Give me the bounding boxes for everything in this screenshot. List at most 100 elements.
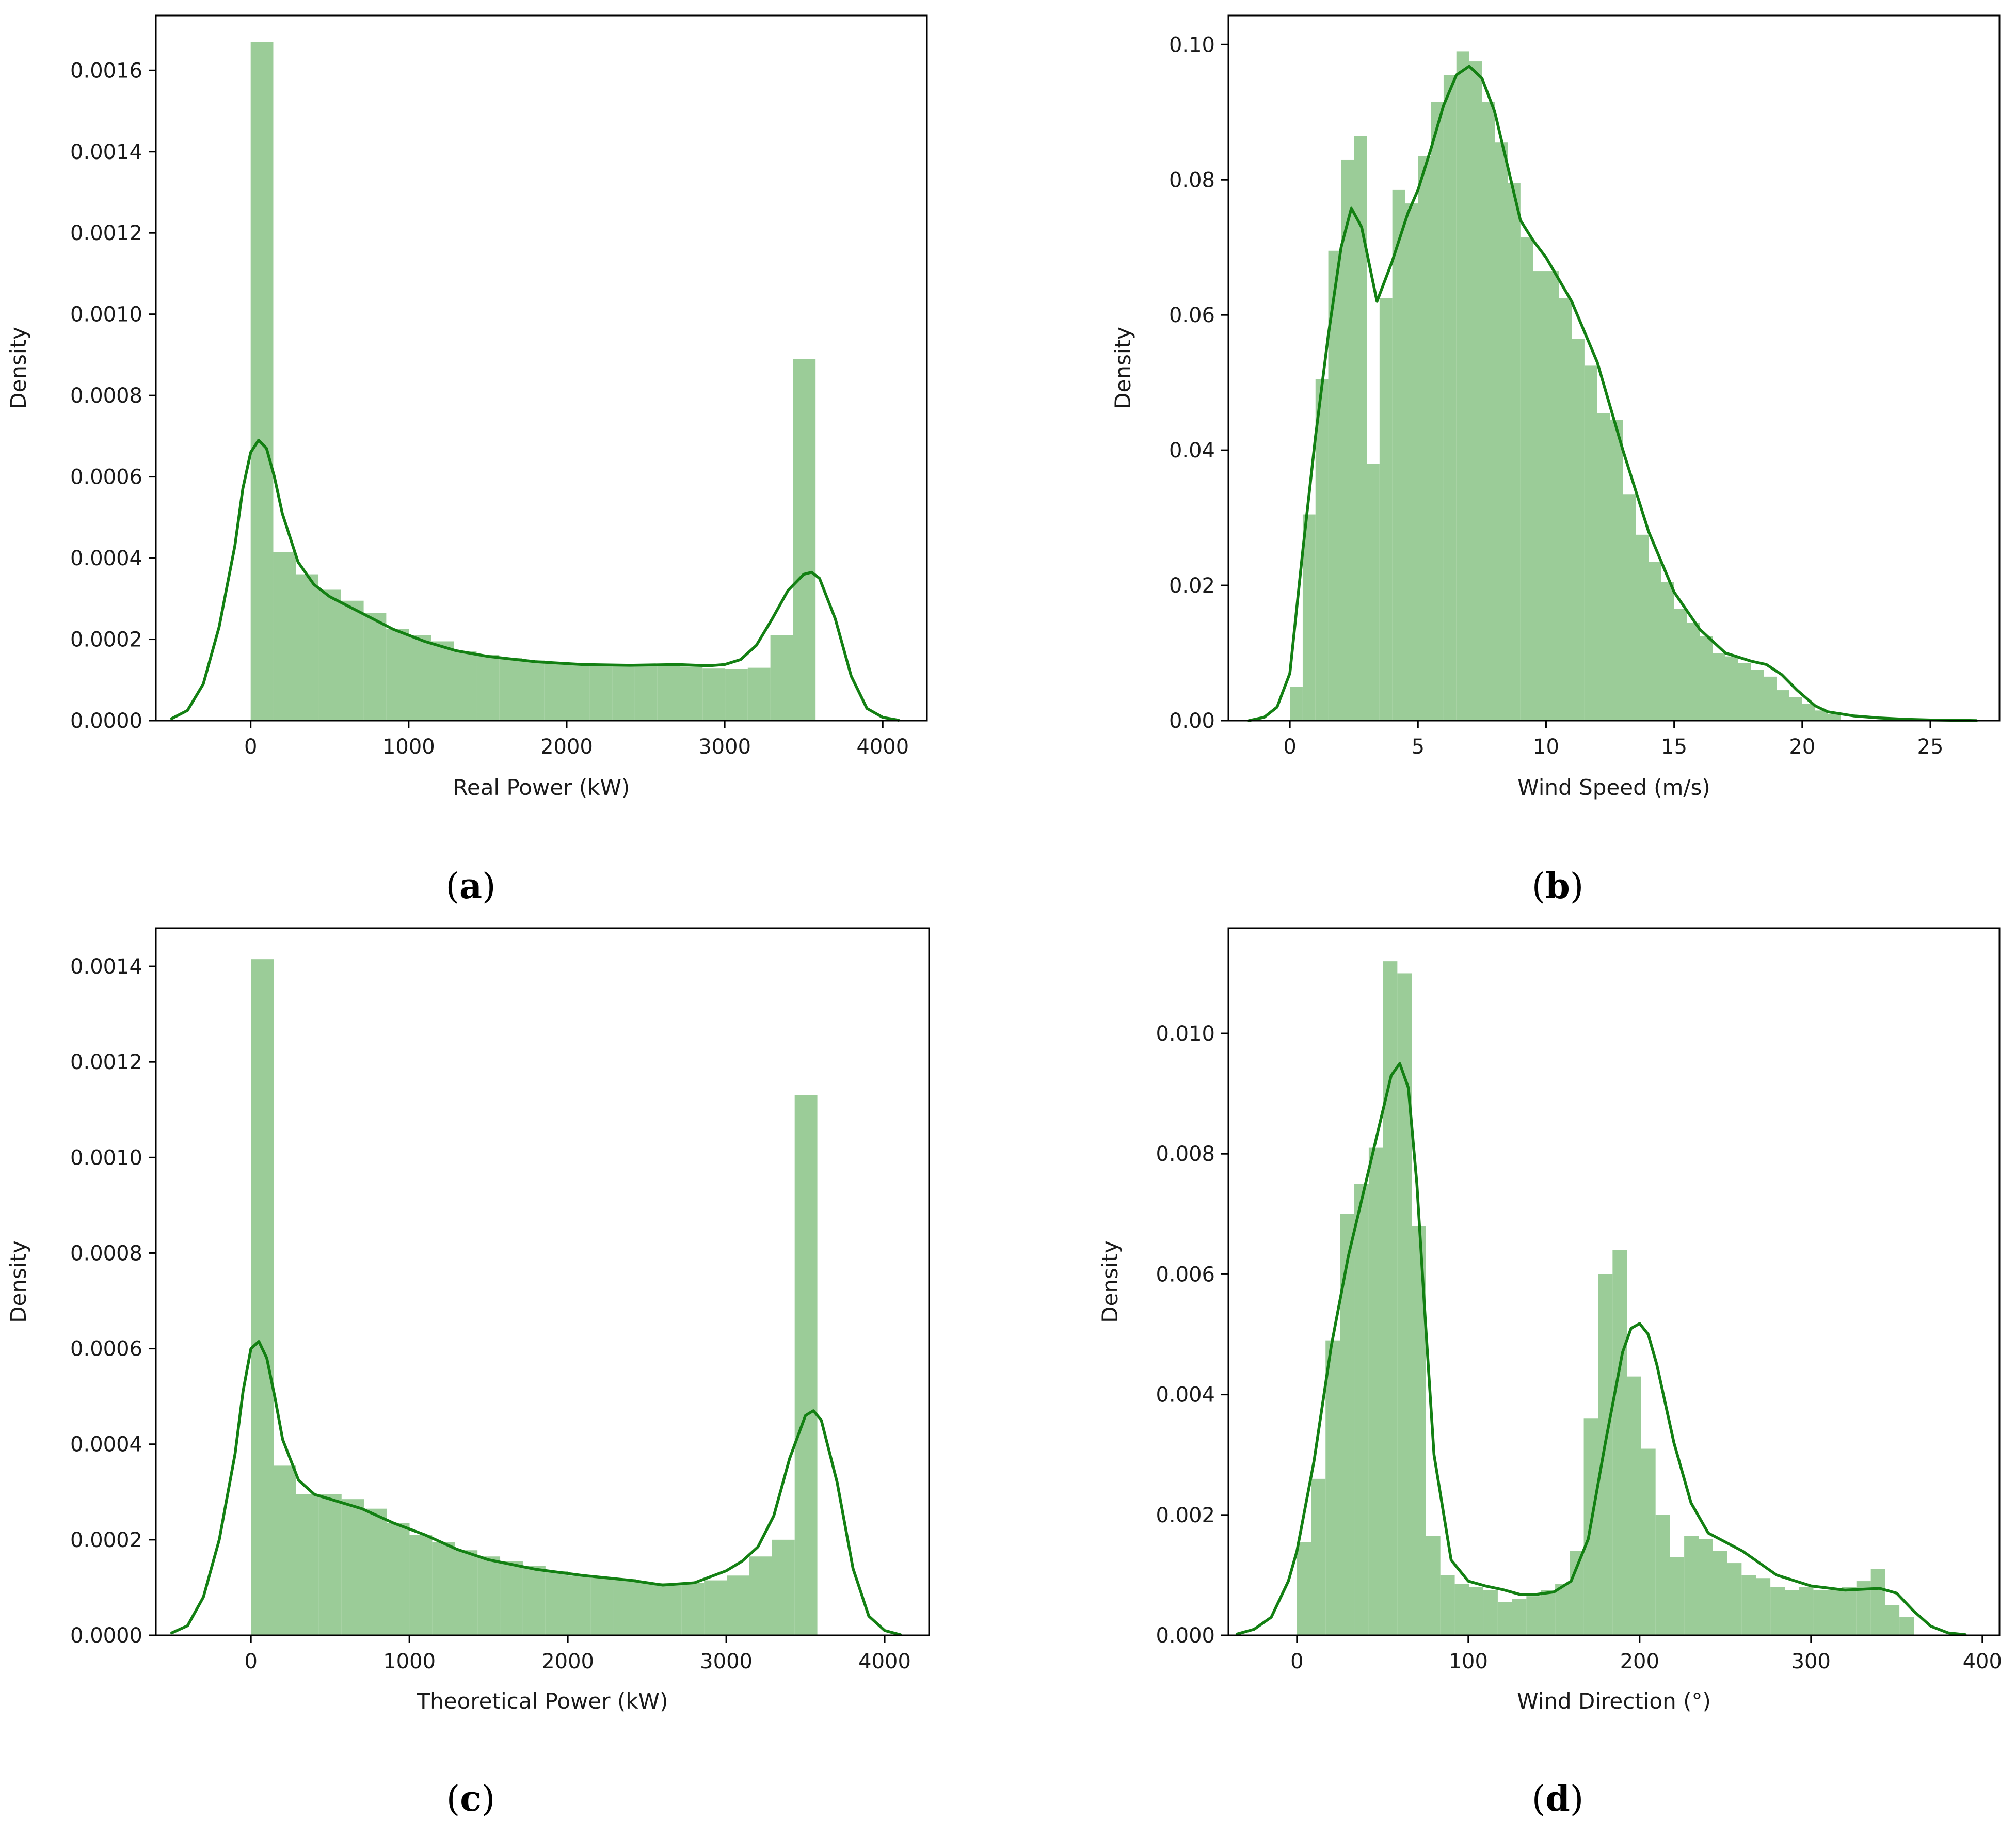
histogram-bar xyxy=(1559,298,1572,721)
histogram-bar xyxy=(1495,142,1508,721)
histogram-bar xyxy=(1870,1569,1885,1635)
histogram-bar xyxy=(727,1575,749,1635)
x-tick-label: 10 xyxy=(1533,735,1559,759)
y-tick-label: 0.0014 xyxy=(70,140,142,164)
x-tick-label: 5 xyxy=(1412,735,1425,759)
histogram-bar xyxy=(274,1465,296,1635)
y-tick-label: 0.0008 xyxy=(70,1241,142,1265)
y-tick-label: 0.0006 xyxy=(70,466,142,489)
y-tick-label: 0.0000 xyxy=(70,709,142,733)
histogram-bar xyxy=(1533,271,1546,721)
histogram-bar xyxy=(749,1556,772,1635)
histogram-bar xyxy=(1290,687,1303,721)
histogram-bar xyxy=(409,635,431,721)
histogram-bar xyxy=(1302,514,1316,721)
histogram-bar xyxy=(341,1499,364,1635)
histogram-bar xyxy=(590,1577,614,1635)
y-tick-label: 0.0002 xyxy=(70,628,142,652)
panel-caption: (a) xyxy=(445,866,495,907)
x-tick-label: 0 xyxy=(244,1650,257,1673)
histogram-bar xyxy=(1684,1536,1699,1635)
plot-frame xyxy=(1227,14,2001,722)
panel-caption: (c) xyxy=(446,1778,495,1820)
y-tick-label: 0.0006 xyxy=(70,1337,142,1361)
histogram-bar xyxy=(364,1508,387,1635)
histogram-bar xyxy=(431,641,454,721)
histogram-bar xyxy=(589,664,613,721)
histogram-bar xyxy=(1598,1274,1613,1635)
histogram-bar xyxy=(702,668,726,721)
x-tick-label: 1000 xyxy=(382,735,435,759)
histogram-bar xyxy=(1508,183,1521,721)
x-tick-label: 15 xyxy=(1661,735,1687,759)
y-tick-label: 0.08 xyxy=(1169,168,1215,192)
x-tick-label: 0 xyxy=(1290,1650,1303,1673)
histogram-bar xyxy=(1512,1599,1527,1635)
panel-caption: (d) xyxy=(1532,1778,1584,1820)
histogram-bar xyxy=(567,663,590,721)
x-tick-label: 20 xyxy=(1789,735,1815,759)
x-tick-label: 4000 xyxy=(858,1650,911,1673)
histogram-bar xyxy=(1713,653,1725,721)
x-tick-label: 200 xyxy=(1620,1650,1659,1673)
y-axis-label: Density xyxy=(1110,327,1135,409)
y-axis-label: Density xyxy=(6,1240,31,1323)
histogram-bar xyxy=(793,359,816,721)
histogram-bar xyxy=(1699,1539,1713,1635)
histogram-bar xyxy=(1297,1542,1311,1635)
histogram-bar xyxy=(1670,1557,1685,1635)
histogram-bar xyxy=(1687,623,1700,721)
histogram-bar xyxy=(1443,75,1457,721)
histogram-bar xyxy=(1674,609,1687,721)
y-tick-label: 0.000 xyxy=(1156,1624,1215,1648)
y-tick-label: 0.0016 xyxy=(70,59,142,83)
histogram-bar xyxy=(522,1566,546,1635)
y-tick-label: 0.0004 xyxy=(70,547,142,570)
histogram-bar xyxy=(1751,670,1764,721)
chart-panel-d: 0 100 200 300 400 0.000 0.002 0.004 0.006 0.008 0.… xyxy=(1097,927,2002,1820)
histogram-bar xyxy=(1764,676,1777,721)
y-tick-label: 0.006 xyxy=(1156,1263,1215,1286)
histogram-bar xyxy=(1597,413,1610,721)
chart-panel-a: 0 1000 2000 3000 4000 0.0000 0.0002 0.0004 0.000… xyxy=(6,14,928,907)
histogram-bar xyxy=(1641,1448,1656,1635)
histogram-bar xyxy=(1482,102,1495,721)
histogram-bar xyxy=(1311,1478,1326,1635)
x-axis-label: Theoretical Power (kW) xyxy=(417,1688,668,1714)
histogram-bar xyxy=(1555,1584,1570,1635)
histogram-bar xyxy=(1777,690,1789,721)
histogram-bar xyxy=(1341,159,1354,721)
histogram-bar xyxy=(251,959,274,1635)
histogram-bar xyxy=(1340,1214,1355,1635)
histogram-bar xyxy=(1546,271,1559,721)
histogram-bar xyxy=(1738,663,1751,721)
histogram-bar xyxy=(568,1575,591,1635)
histogram-bar xyxy=(772,1539,795,1635)
histogram-bar xyxy=(1418,156,1431,721)
plot-frame xyxy=(155,14,928,722)
histogram-bar xyxy=(1315,379,1329,721)
x-axis-label: Wind Direction (°) xyxy=(1517,1688,1711,1714)
y-axis-label: Density xyxy=(6,327,31,409)
histogram-bar xyxy=(1497,1602,1512,1635)
histogram-bar xyxy=(318,1494,342,1635)
histogram-bar xyxy=(1379,298,1393,721)
x-tick-label: 2000 xyxy=(541,1650,594,1673)
kde-line xyxy=(170,1340,902,1636)
histogram-bar xyxy=(747,667,771,721)
histogram-bar xyxy=(1741,1575,1756,1635)
x-tick-label: 300 xyxy=(1791,1650,1831,1673)
histogram-bar xyxy=(1612,1250,1627,1635)
x-tick-label: 0 xyxy=(244,735,257,759)
plot-frame xyxy=(1227,927,2001,1636)
histogram-bar xyxy=(387,1523,410,1635)
histogram-bar xyxy=(1623,494,1636,721)
histogram-bar xyxy=(545,1571,568,1635)
histogram-bar xyxy=(476,655,500,721)
y-tick-label: 0.10 xyxy=(1169,33,1215,57)
histogram-bar xyxy=(1727,1563,1742,1635)
y-axis-label: Density xyxy=(1097,1240,1123,1323)
plot-frame xyxy=(155,927,930,1636)
histogram-bar xyxy=(1899,1617,1914,1635)
x-axis-label: Wind Speed (m/s) xyxy=(1517,775,1710,800)
